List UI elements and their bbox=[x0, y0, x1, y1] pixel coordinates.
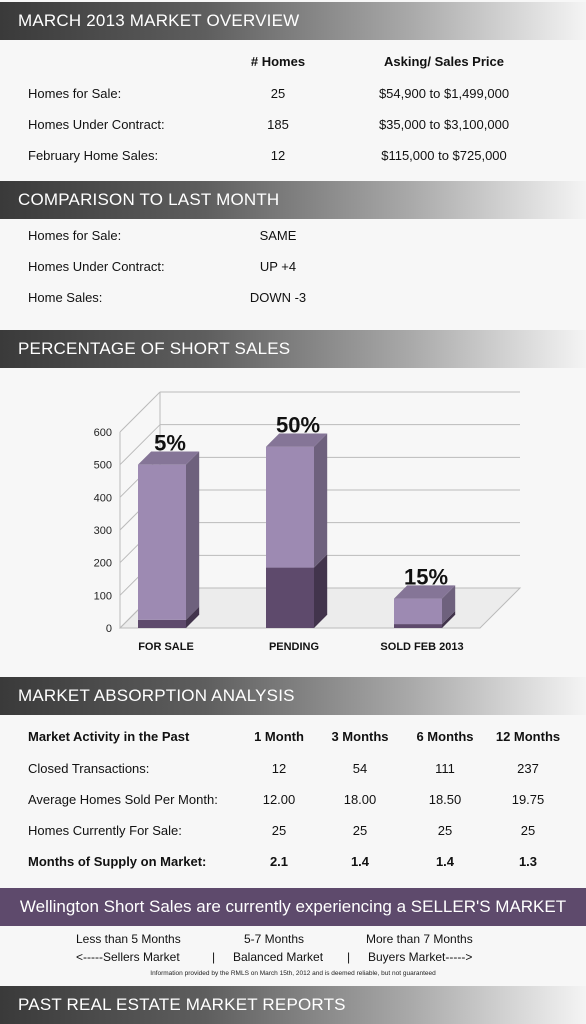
absorption-header-1m: 1 Month bbox=[254, 729, 304, 744]
legend-separator: | bbox=[347, 950, 351, 964]
chart-data-label: 50% bbox=[276, 413, 320, 438]
chart-bar-top bbox=[394, 585, 456, 599]
absorption-label-3: Months of Supply on Market: bbox=[28, 854, 207, 869]
chart-bar-side bbox=[186, 451, 200, 620]
overview-label-2: February Home Sales: bbox=[28, 148, 159, 163]
market-status-banner: Wellington Short Sales are currently exp… bbox=[0, 888, 586, 926]
chart-tick-label: 500 bbox=[94, 460, 112, 472]
absorption-cell: 18.00 bbox=[343, 792, 377, 807]
absorption-cell: 18.50 bbox=[428, 792, 462, 807]
absorption-cell: 25 bbox=[271, 823, 287, 838]
absorption-cell: 1.4 bbox=[350, 854, 370, 869]
chart-tick-label: 300 bbox=[94, 525, 112, 537]
absorption-header-12m: 12 Months bbox=[495, 729, 561, 744]
legend-sellers-market: <-----Sellers Market bbox=[76, 950, 180, 964]
absorption-cell: 12 bbox=[271, 761, 287, 776]
legend-separator: | bbox=[212, 950, 216, 964]
col-header-price: Asking/ Sales Price bbox=[384, 54, 504, 69]
overview-price-2: $115,000 to $725,000 bbox=[381, 148, 507, 163]
absorption-cell: 25 bbox=[437, 823, 453, 838]
absorption-cell: 54 bbox=[352, 761, 368, 776]
chart-category-label: SOLD FEB 2013 bbox=[380, 641, 463, 653]
comparison-label-1: Homes Under Contract: bbox=[28, 259, 165, 274]
overview-label-0: Homes for Sale: bbox=[28, 86, 122, 101]
absorption-cell: 25 bbox=[352, 823, 368, 838]
section-header-comparison: COMPARISON TO LAST MONTH bbox=[0, 181, 586, 219]
comparison-label-0: Homes for Sale: bbox=[28, 228, 122, 243]
legend-less-than-5: Less than 5 Months bbox=[76, 932, 181, 946]
comparison-value-1: UP +4 bbox=[259, 259, 297, 274]
overview-homes-1: 185 bbox=[267, 117, 289, 132]
legend-balanced-market: Balanced Market bbox=[233, 950, 324, 964]
chart-bar-segment bbox=[394, 624, 442, 628]
absorption-label-2: Homes Currently For Sale: bbox=[28, 823, 182, 838]
chart-bar-side bbox=[314, 433, 328, 568]
chart-gridline bbox=[119, 391, 161, 433]
chart-bar-side bbox=[442, 585, 456, 625]
section-header-absorption: MARKET ABSORPTION ANALYSIS bbox=[0, 677, 586, 715]
legend-buyers-market: Buyers Market-----> bbox=[368, 950, 473, 964]
section-header-past-reports: PAST REAL ESTATE MARKET REPORTS bbox=[0, 986, 586, 1024]
chart-bar-segment bbox=[266, 446, 314, 568]
absorption-cell: 25 bbox=[520, 823, 536, 838]
absorption-cell: 237 bbox=[517, 761, 539, 776]
col-header-homes: # Homes bbox=[250, 54, 306, 69]
chart-tick-label: 400 bbox=[94, 492, 112, 504]
chart-bar-top bbox=[266, 433, 328, 447]
overview-label-1: Homes Under Contract: bbox=[28, 117, 165, 132]
absorption-cell: 12.00 bbox=[262, 792, 296, 807]
chart-bar-top bbox=[138, 451, 200, 465]
overview-price-1: $35,000 to $3,100,000 bbox=[378, 117, 510, 132]
chart-category-label: FOR SALE bbox=[138, 641, 194, 653]
absorption-header-label: Market Activity in the Past bbox=[28, 729, 190, 744]
chart-bar-side bbox=[314, 554, 328, 628]
absorption-cell: 1.4 bbox=[435, 854, 455, 869]
chart-tick-label: 0 bbox=[106, 623, 112, 635]
section-header-overview: MARCH 2013 MARKET OVERVIEW bbox=[0, 2, 586, 40]
absorption-header-6m: 6 Months bbox=[416, 729, 474, 744]
chart-data-label: 15% bbox=[404, 565, 448, 590]
chart-tick-label: 100 bbox=[94, 590, 112, 602]
absorption-cell: 111 bbox=[435, 761, 455, 776]
legend-5-7: 5-7 Months bbox=[244, 932, 305, 946]
chart-bar-side bbox=[186, 606, 200, 628]
disclaimer: Information provided by the RMLS on Marc… bbox=[150, 970, 436, 977]
chart-tick-label: 200 bbox=[94, 558, 112, 570]
chart-category-label: PENDING bbox=[269, 641, 319, 653]
short-sales-chart: 0 100 200 300 400 500 600 5% FOR SALE 50% PENDING 1… bbox=[94, 391, 522, 653]
comparison-label-2: Home Sales: bbox=[28, 290, 103, 305]
absorption-cell: 2.1 bbox=[269, 854, 289, 869]
chart-gridline bbox=[119, 424, 161, 466]
chart-bar-segment bbox=[266, 567, 314, 628]
chart-bar-segment bbox=[138, 464, 186, 620]
chart-data-label: 5% bbox=[154, 431, 186, 456]
comparison-value-2: DOWN -3 bbox=[249, 290, 307, 305]
section-header-short-sales: PERCENTAGE OF SHORT SALES bbox=[0, 330, 586, 368]
absorption-cell: 1.3 bbox=[518, 854, 538, 869]
legend-more-than-7: More than 7 Months bbox=[366, 932, 473, 946]
overview-homes-2: 12 bbox=[270, 148, 286, 163]
absorption-label-1: Average Homes Sold Per Month: bbox=[28, 792, 218, 807]
absorption-header-3m: 3 Months bbox=[331, 729, 389, 744]
absorption-label-0: Closed Transactions: bbox=[28, 761, 150, 776]
absorption-cell: 19.75 bbox=[511, 792, 545, 807]
overview-homes-0: 25 bbox=[270, 86, 286, 101]
chart-bar-segment bbox=[138, 619, 186, 628]
chart-bar-segment bbox=[394, 598, 442, 625]
chart-bar-side bbox=[442, 610, 456, 628]
overview-price-0: $54,900 to $1,499,000 bbox=[378, 86, 510, 101]
comparison-value-0: SAME bbox=[259, 228, 297, 243]
chart-tick-label: 600 bbox=[94, 427, 112, 439]
